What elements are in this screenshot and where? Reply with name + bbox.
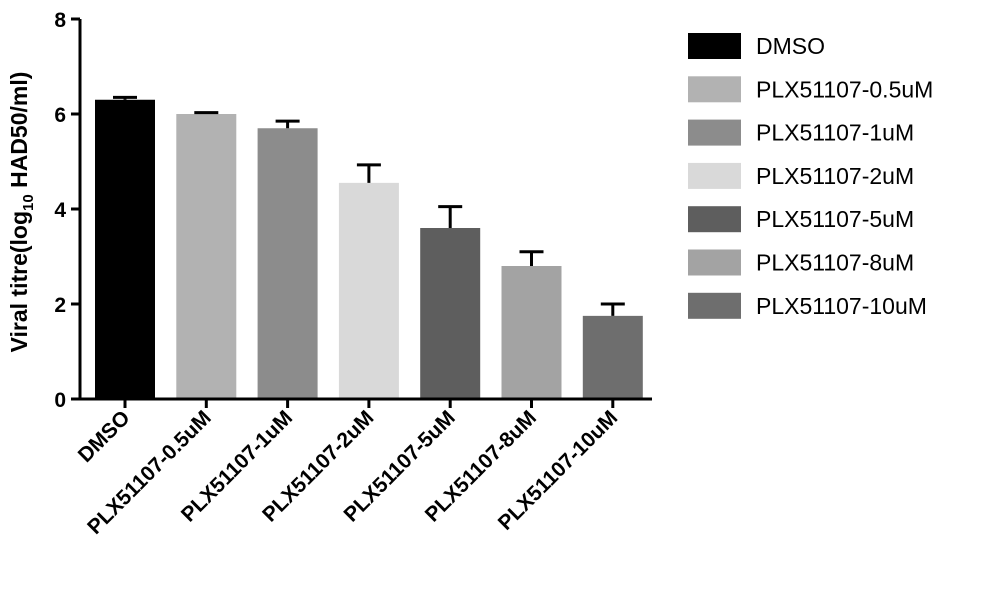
bars-group [95,99,643,399]
legend-label-2: PLX51107-1uM [756,120,914,146]
bar-1 [176,114,237,399]
legend-swatch-2 [688,119,741,146]
y-tick-label-4: 8 [54,9,66,32]
y-tick-label-0: 0 [54,389,66,412]
legend-swatch-3 [688,162,741,189]
y-tick-label-2: 4 [54,199,66,222]
y-axis-title-subscript: 10 [20,194,37,211]
legend-swatch-5 [688,249,741,276]
bar-6 [582,315,643,399]
y-axis-title-main: Viral titre(log [6,211,32,352]
y-axis-title-rest: HAD50/ml) [6,72,32,195]
legend-label-6: PLX51107-10uM [756,293,927,319]
legend-label-1: PLX51107-0.5uM [756,76,933,102]
legend-label-4: PLX51107-5uM [756,206,914,232]
y-axis-title: Viral titre(log10 HAD50/ml) [6,72,37,353]
legend: DMSO PLX51107-0.5uM PLX51107-1uM PLX51107-2… [688,33,933,319]
x-ticks-group: DMSOPLX51107-0.5uMPLX51107-1uMPLX51107-2… [74,399,622,539]
y-ticks-group: 0 2 4 6 8 [54,9,80,412]
legend-swatch-0 [688,33,741,59]
legend-swatch-6 [688,292,741,319]
bar-4 [420,228,481,399]
x-tick-label-0: DMSO [74,406,135,467]
y-tick-label-1: 2 [54,294,66,317]
bar-3 [338,182,399,399]
bar-2 [257,128,318,399]
bar-5 [501,266,562,399]
y-tick-label-3: 6 [54,104,66,127]
error-bars-group [113,95,625,316]
legend-label-3: PLX51107-2uM [756,163,914,189]
legend-swatch-1 [688,76,741,103]
bar-0 [95,99,155,399]
legend-swatch-4 [688,206,741,233]
legend-label-0: DMSO [756,33,825,59]
legend-label-5: PLX51107-8uM [756,250,914,276]
